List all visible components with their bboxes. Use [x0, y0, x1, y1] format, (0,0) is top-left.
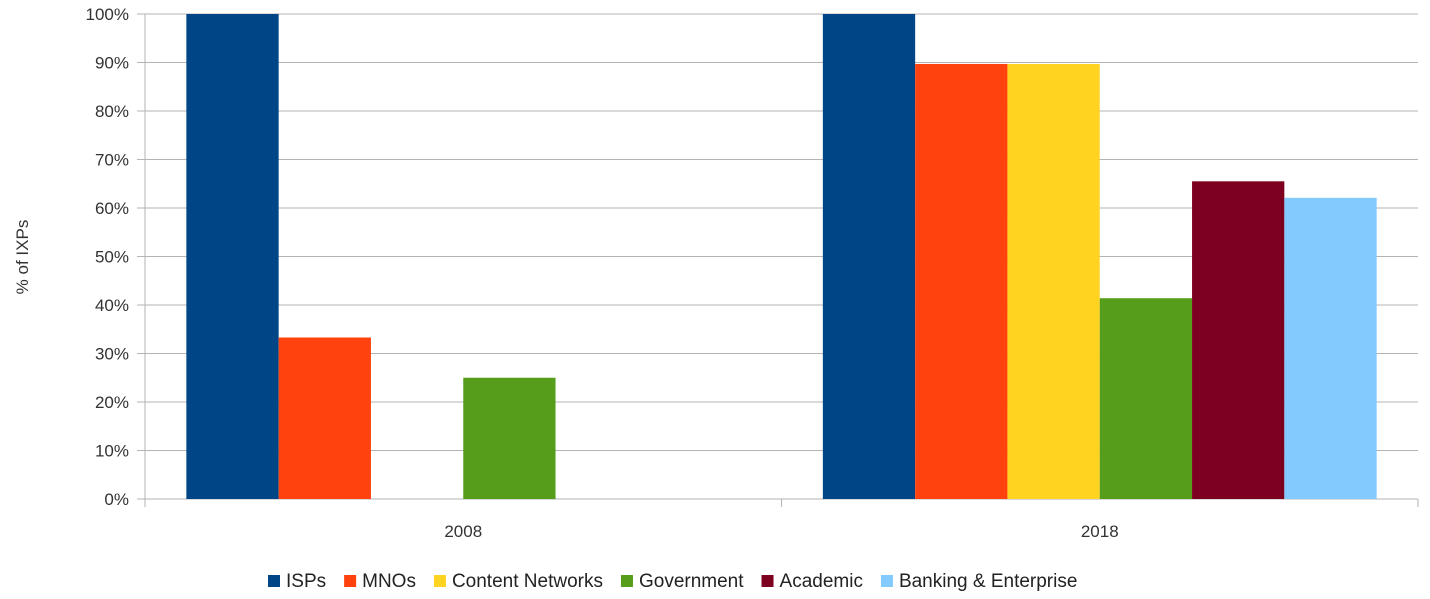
legend-label: MNOs — [362, 571, 416, 592]
x-tick-label: 2018 — [1081, 522, 1119, 541]
y-tick-label: 100% — [86, 5, 129, 24]
legend-label: Banking & Enterprise — [899, 571, 1078, 592]
y-tick-label: 30% — [95, 345, 129, 364]
bars — [186, 14, 1377, 500]
y-tick-label: 90% — [95, 54, 129, 73]
legend-swatch — [620, 575, 633, 587]
legend-swatch — [880, 575, 893, 587]
legend-swatch — [761, 575, 774, 587]
bar-banking-enterprise-2018 — [1284, 197, 1377, 499]
bar-isps-2008 — [186, 14, 279, 499]
legend-swatch — [268, 575, 280, 587]
legend-swatch — [344, 575, 357, 587]
y-tick-label: 40% — [95, 296, 129, 315]
y-tick-label: 80% — [95, 102, 129, 121]
y-axis-title: % of IXPs — [13, 220, 32, 295]
bar-government-2018 — [1099, 298, 1193, 499]
bar-isps-2018 — [822, 14, 916, 499]
y-tick-label: 20% — [95, 393, 129, 412]
bar-content-networks-2018 — [1007, 63, 1100, 500]
bar-academic-2018 — [1192, 181, 1285, 499]
x-tick-label: 2008 — [444, 522, 482, 541]
y-tick-label: 50% — [95, 248, 129, 267]
legend-label: Academic — [780, 571, 863, 592]
legend-label: Government — [639, 571, 744, 592]
y-tick-label: 10% — [95, 442, 129, 461]
y-tick-label: 60% — [95, 199, 129, 218]
y-tick-label: 70% — [95, 151, 129, 170]
bar-government-2008 — [463, 377, 556, 499]
legend-label: Content Networks — [452, 571, 603, 592]
legend-swatch — [433, 575, 446, 587]
legend: ISPs MNOs Content Networks Government Academ… — [268, 571, 1077, 592]
bar-mnos-2018 — [915, 63, 1008, 500]
axes: 0% 10% 20% 30% 40% 50% 60% 70% 80% 90% 100% 2008 201… — [86, 5, 1419, 541]
y-tick-label: 0% — [104, 490, 129, 509]
bar-mnos-2008 — [278, 337, 371, 499]
legend-label: ISPs — [286, 571, 326, 592]
